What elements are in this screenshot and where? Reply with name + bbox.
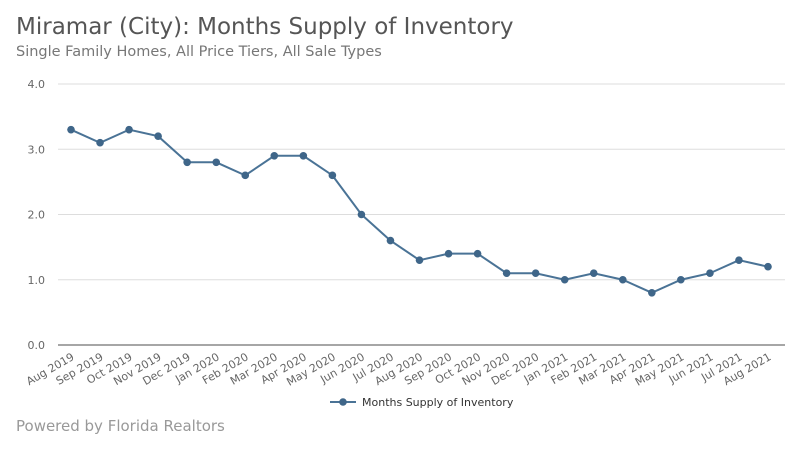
data-point xyxy=(241,171,250,180)
y-tick-label: 0.0 xyxy=(28,339,46,352)
data-point xyxy=(531,269,540,278)
data-point xyxy=(125,125,133,134)
data-point xyxy=(415,256,424,264)
data-point xyxy=(154,132,162,140)
data-point xyxy=(735,256,743,264)
series-line xyxy=(70,128,769,294)
y-tick-label: 1.0 xyxy=(28,274,46,287)
data-point xyxy=(299,151,308,160)
data-point xyxy=(677,275,685,284)
y-tick-label: 4.0 xyxy=(28,78,46,91)
data-point xyxy=(502,269,511,278)
data-point xyxy=(96,138,104,147)
y-tick-label: 3.0 xyxy=(28,143,46,156)
data-point xyxy=(648,289,656,297)
data-point xyxy=(270,151,279,160)
legend-marker xyxy=(339,398,347,406)
y-tick-label: 2.0 xyxy=(28,209,46,222)
data-point xyxy=(386,236,395,245)
data-point xyxy=(328,171,337,180)
data-point xyxy=(589,269,598,278)
data-point xyxy=(357,210,366,219)
data-point xyxy=(560,275,569,284)
legend-label: Months Supply of Inventory xyxy=(362,396,514,409)
data-point xyxy=(212,158,221,167)
data-point xyxy=(706,269,714,278)
data-point xyxy=(473,249,482,258)
data-point xyxy=(183,158,191,167)
chart-subtitle: Single Family Homes, All Price Tiers, Al… xyxy=(16,44,382,60)
powered-by-credit: Powered by Florida Realtors xyxy=(16,417,225,435)
data-point xyxy=(67,125,75,134)
data-point xyxy=(764,262,772,271)
chart-title: Miramar (City): Months Supply of Invento… xyxy=(16,14,514,40)
data-point xyxy=(444,249,453,258)
data-point xyxy=(618,275,627,284)
